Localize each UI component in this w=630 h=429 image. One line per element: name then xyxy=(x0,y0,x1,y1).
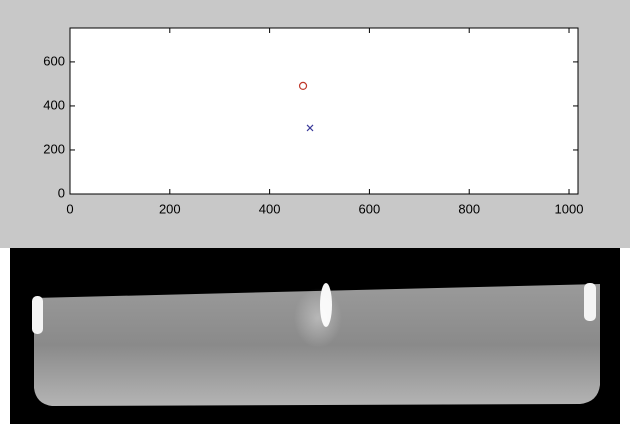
ct-image xyxy=(10,248,620,424)
marker-left xyxy=(32,296,43,334)
x-tick-label: 0 xyxy=(66,201,73,216)
figure: 0 200 400 600 800 1000 0 200 400 600 xyxy=(0,0,630,424)
x-tick-label: 1000 xyxy=(555,201,584,216)
artifact xyxy=(294,288,342,348)
marker-right xyxy=(584,283,596,321)
x-tick-label: 400 xyxy=(259,201,281,216)
x-tick-label: 600 xyxy=(359,201,381,216)
y-tick-label: 200 xyxy=(43,141,65,156)
y-tick-label: 400 xyxy=(43,97,65,112)
y-tick-label: 600 xyxy=(43,53,65,68)
x-tick-label: 800 xyxy=(458,201,480,216)
y-tick-label: 0 xyxy=(58,185,65,200)
x-tick-label: 200 xyxy=(159,201,181,216)
axes-box xyxy=(70,28,578,194)
